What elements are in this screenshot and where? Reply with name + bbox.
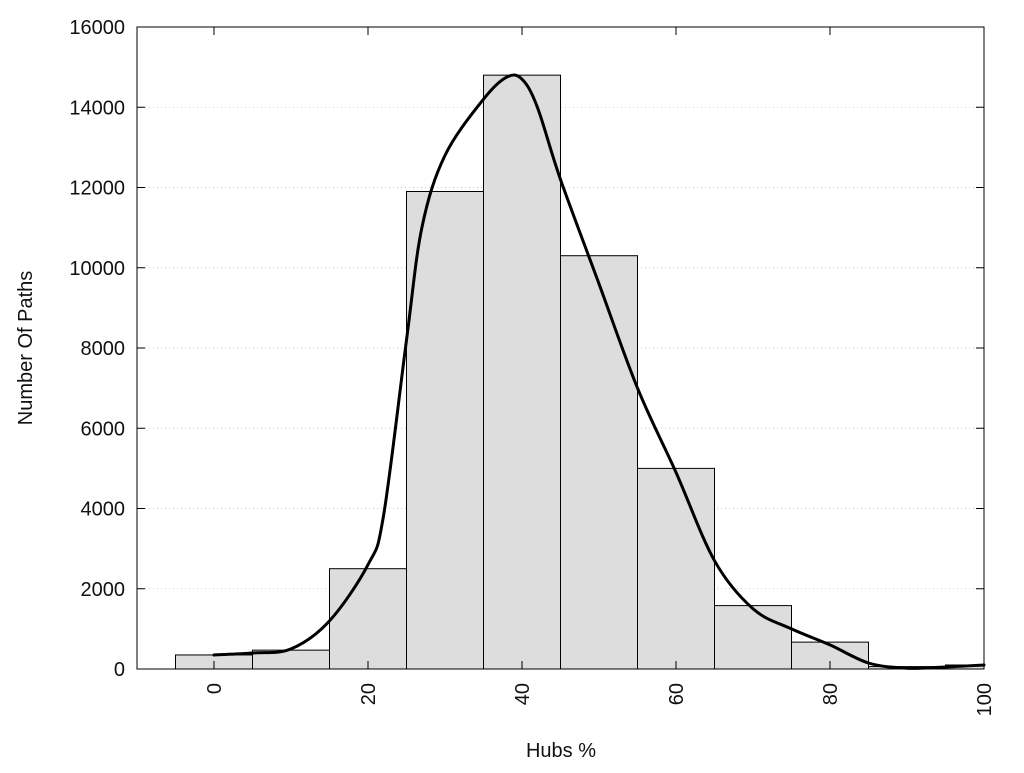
y-tick-label: 14000 (69, 97, 125, 119)
x-tick-label: 40 (512, 683, 534, 705)
x-tick-label: 0 (204, 683, 226, 694)
bars-layer (175, 74, 985, 670)
y-axis-label: Number Of Paths (15, 271, 37, 426)
histogram-bar (560, 255, 638, 670)
y-tick-label: 12000 (69, 178, 125, 200)
x-tick-label: 100 (974, 683, 996, 716)
curve-layer (212, 73, 986, 670)
histogram-bar (329, 568, 407, 670)
y-tick-label: 10000 (69, 258, 125, 280)
histogram-bar (406, 191, 484, 670)
y-tick-label: 4000 (81, 499, 126, 521)
y-tick-label: 2000 (81, 579, 126, 601)
y-tick-label: 16000 (69, 17, 125, 39)
y-axis-ticks: 0 2000 4000 6000 8000 10000 12000 14000 16000 (69, 17, 984, 681)
histogram-bar (637, 467, 715, 670)
x-tick-label: 80 (820, 683, 842, 705)
y-tick-label: 0 (114, 659, 125, 681)
density-curve (212, 73, 986, 670)
x-axis-label: Hubs % (526, 740, 596, 762)
histogram-bar (483, 74, 561, 670)
x-tick-label: 20 (358, 683, 380, 705)
histogram-bar (714, 605, 792, 670)
y-tick-label: 6000 (81, 418, 126, 440)
x-axis-ticks: 0 20 40 60 80 100 (204, 27, 996, 716)
y-tick-label: 8000 (81, 338, 126, 360)
x-tick-label: 60 (666, 683, 688, 705)
